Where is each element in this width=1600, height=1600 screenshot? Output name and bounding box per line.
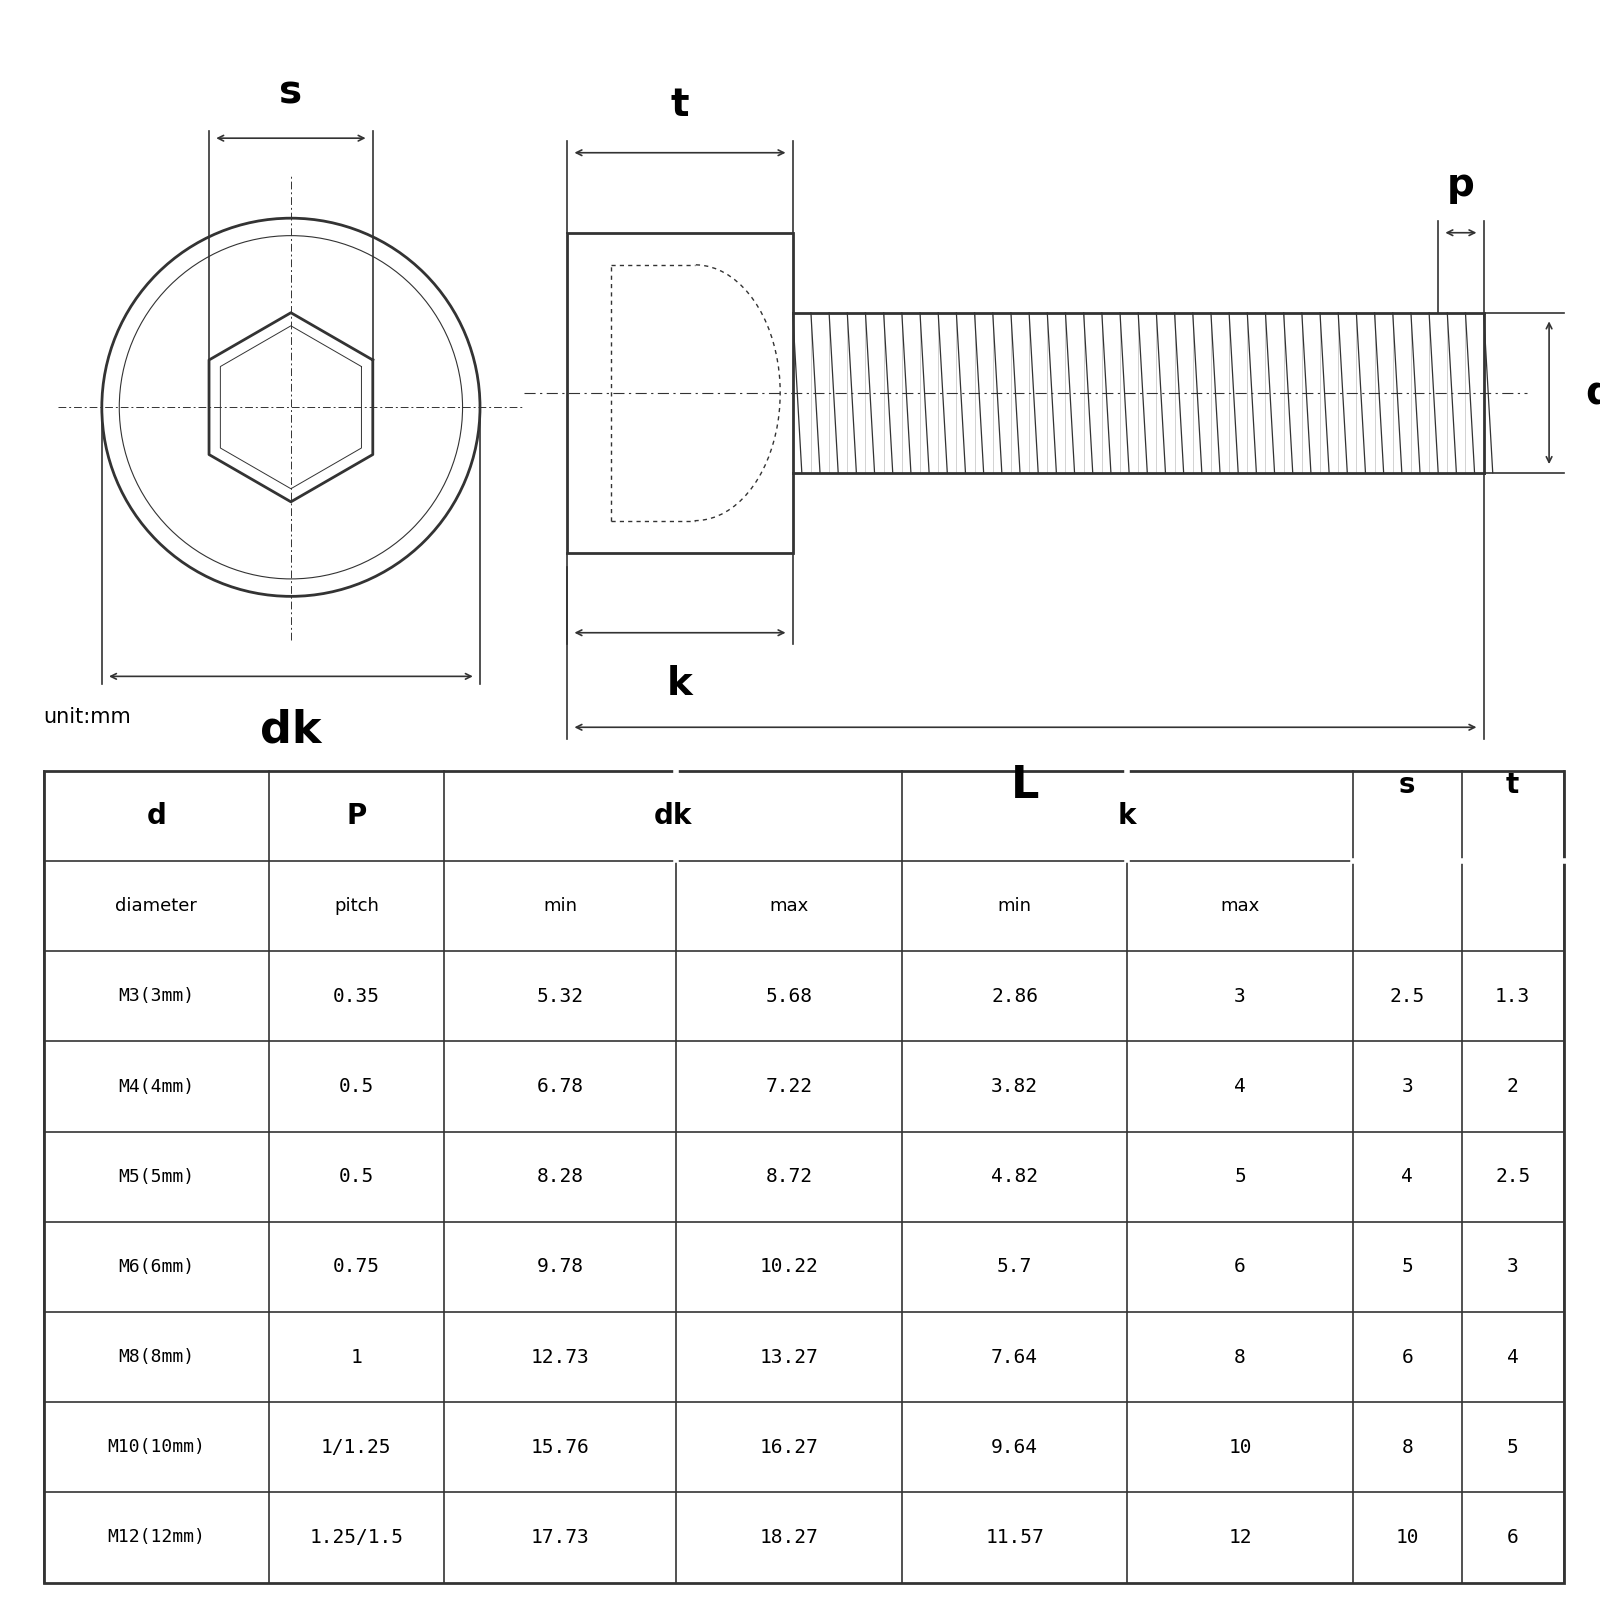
Text: t: t [670, 86, 690, 123]
Text: 2.5: 2.5 [1390, 987, 1426, 1006]
Text: d: d [147, 802, 166, 830]
Text: 6.78: 6.78 [536, 1077, 584, 1096]
Text: 1.3: 1.3 [1494, 987, 1530, 1006]
Text: 1: 1 [350, 1347, 362, 1366]
Text: M4(4mm): M4(4mm) [118, 1077, 195, 1096]
Text: 10: 10 [1395, 1528, 1419, 1547]
Text: 9.78: 9.78 [536, 1258, 584, 1277]
Bar [43, 771, 1563, 1582]
Text: 5.32: 5.32 [536, 987, 584, 1006]
Text: dk: dk [653, 802, 691, 830]
Text: 12.73: 12.73 [531, 1347, 589, 1366]
Text: 3.82: 3.82 [990, 1077, 1038, 1096]
Text: 8: 8 [1402, 1438, 1413, 1456]
Text: 9.64: 9.64 [990, 1438, 1038, 1456]
Text: 5.7: 5.7 [997, 1258, 1032, 1277]
Text: P: P [346, 802, 366, 830]
Text: 4: 4 [1507, 1347, 1518, 1366]
Text: 6: 6 [1507, 1528, 1518, 1547]
Text: 2.86: 2.86 [990, 987, 1038, 1006]
Text: 5: 5 [1402, 1258, 1413, 1277]
Text: 3: 3 [1234, 987, 1246, 1006]
Text: M8(8mm): M8(8mm) [118, 1349, 195, 1366]
Text: min: min [997, 898, 1032, 915]
Text: 16.27: 16.27 [760, 1438, 819, 1456]
Text: 3: 3 [1402, 1077, 1413, 1096]
Text: p: p [1446, 166, 1475, 203]
Text: k: k [1118, 802, 1136, 830]
Text: 3: 3 [1507, 1258, 1518, 1277]
Text: 6: 6 [1234, 1258, 1246, 1277]
Text: max: max [1221, 898, 1259, 915]
Text: 11.57: 11.57 [986, 1528, 1043, 1547]
Text: 0.35: 0.35 [333, 987, 379, 1006]
Text: 2.5: 2.5 [1494, 1168, 1530, 1186]
Text: 4: 4 [1234, 1077, 1246, 1096]
Text: 12: 12 [1229, 1528, 1251, 1547]
Text: 0.5: 0.5 [339, 1168, 374, 1186]
Text: 7.22: 7.22 [765, 1077, 813, 1096]
Text: diameter: diameter [115, 898, 197, 915]
Text: L: L [1011, 763, 1040, 806]
Text: 0.5: 0.5 [339, 1077, 374, 1096]
Text: 18.27: 18.27 [760, 1528, 819, 1547]
Text: M12(12mm): M12(12mm) [107, 1528, 205, 1547]
Text: 7.64: 7.64 [990, 1347, 1038, 1366]
Text: unit:mm: unit:mm [43, 707, 131, 728]
Text: 8.72: 8.72 [765, 1168, 813, 1186]
Text: pitch: pitch [334, 898, 379, 915]
Text: 15.76: 15.76 [531, 1438, 589, 1456]
Text: 5: 5 [1507, 1438, 1518, 1456]
Text: 8.28: 8.28 [536, 1168, 584, 1186]
Bar [568, 232, 792, 552]
Text: 13.27: 13.27 [760, 1347, 819, 1366]
Text: d: d [1586, 374, 1600, 411]
Text: 5: 5 [1234, 1168, 1246, 1186]
Text: t: t [1506, 771, 1520, 800]
Text: 8: 8 [1234, 1347, 1246, 1366]
Text: 4.82: 4.82 [990, 1168, 1038, 1186]
Text: 4: 4 [1402, 1168, 1413, 1186]
Text: max: max [770, 898, 808, 915]
Text: 10: 10 [1229, 1438, 1251, 1456]
Text: 1/1.25: 1/1.25 [322, 1438, 392, 1456]
Text: M5(5mm): M5(5mm) [118, 1168, 195, 1186]
Text: 2: 2 [1507, 1077, 1518, 1096]
Text: 10.22: 10.22 [760, 1258, 819, 1277]
Text: 6: 6 [1402, 1347, 1413, 1366]
Text: 1.25/1.5: 1.25/1.5 [309, 1528, 403, 1547]
Text: dk: dk [261, 709, 322, 752]
Text: s: s [1398, 771, 1416, 800]
Text: 5.68: 5.68 [765, 987, 813, 1006]
Text: min: min [542, 898, 578, 915]
Text: M6(6mm): M6(6mm) [118, 1258, 195, 1275]
Text: k: k [667, 664, 693, 702]
Text: s: s [280, 74, 302, 112]
Text: M3(3mm): M3(3mm) [118, 987, 195, 1005]
Text: M10(10mm): M10(10mm) [107, 1438, 205, 1456]
Text: 0.75: 0.75 [333, 1258, 379, 1277]
Text: 17.73: 17.73 [531, 1528, 589, 1547]
